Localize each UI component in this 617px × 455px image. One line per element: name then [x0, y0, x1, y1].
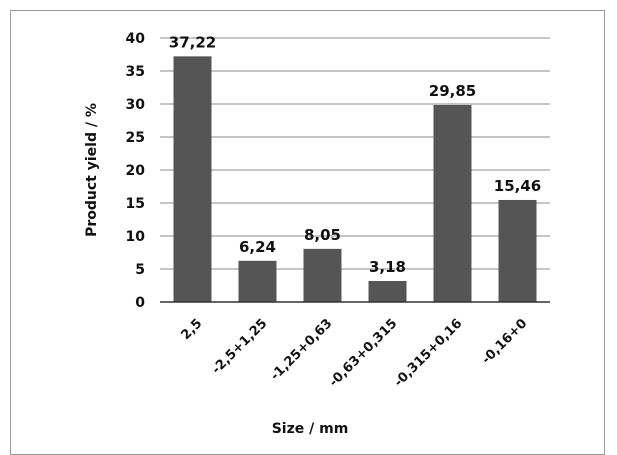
data-label: 8,05 — [304, 226, 341, 244]
y-tick-label: 15 — [126, 196, 145, 212]
x-category-label: -0,16+0 — [479, 316, 530, 367]
y-tick-label: 10 — [126, 229, 146, 245]
bar — [433, 104, 472, 303]
x-category-label: -0,315+0,16 — [391, 316, 465, 390]
y-tick-label: 25 — [126, 130, 145, 146]
x-category-label: -2,5+1,25 — [209, 316, 270, 377]
bar — [368, 281, 407, 302]
y-tick-label: 5 — [135, 262, 145, 278]
x-category-label: 2,5 — [178, 316, 205, 343]
data-label: 3,18 — [369, 258, 406, 276]
y-tick-label: 40 — [126, 31, 146, 47]
y-tick-label: 0 — [135, 295, 145, 311]
y-axis-ticks: 0 5 10 15 20 25 30 35 40 — [126, 31, 146, 311]
y-tick-label: 20 — [126, 163, 146, 179]
bars — [173, 56, 537, 303]
bar — [173, 56, 212, 303]
x-axis-categories: 2,5 -2,5+1,25-1,25+0,63-0,63+0,315-0,315+… — [178, 316, 530, 390]
data-labels: 37,22 6,24 8,05 3,18 29,85 15,46 — [169, 33, 541, 276]
data-label: 6,24 — [239, 238, 276, 256]
x-category-label: -1,25+0,63 — [268, 316, 335, 383]
y-axis-title: Product yield / % — [84, 103, 100, 237]
data-label: 37,22 — [169, 33, 216, 51]
x-category-label: -0,63+0,315 — [326, 316, 400, 390]
bar — [238, 260, 277, 302]
y-tick-label: 35 — [126, 64, 145, 80]
data-label: 15,46 — [494, 177, 541, 195]
bar — [498, 199, 537, 302]
x-axis-title: Size / mm — [272, 421, 349, 437]
data-label: 29,85 — [429, 82, 476, 100]
gridlines — [160, 37, 550, 270]
y-tick-label: 30 — [126, 97, 146, 113]
bar — [303, 248, 342, 302]
